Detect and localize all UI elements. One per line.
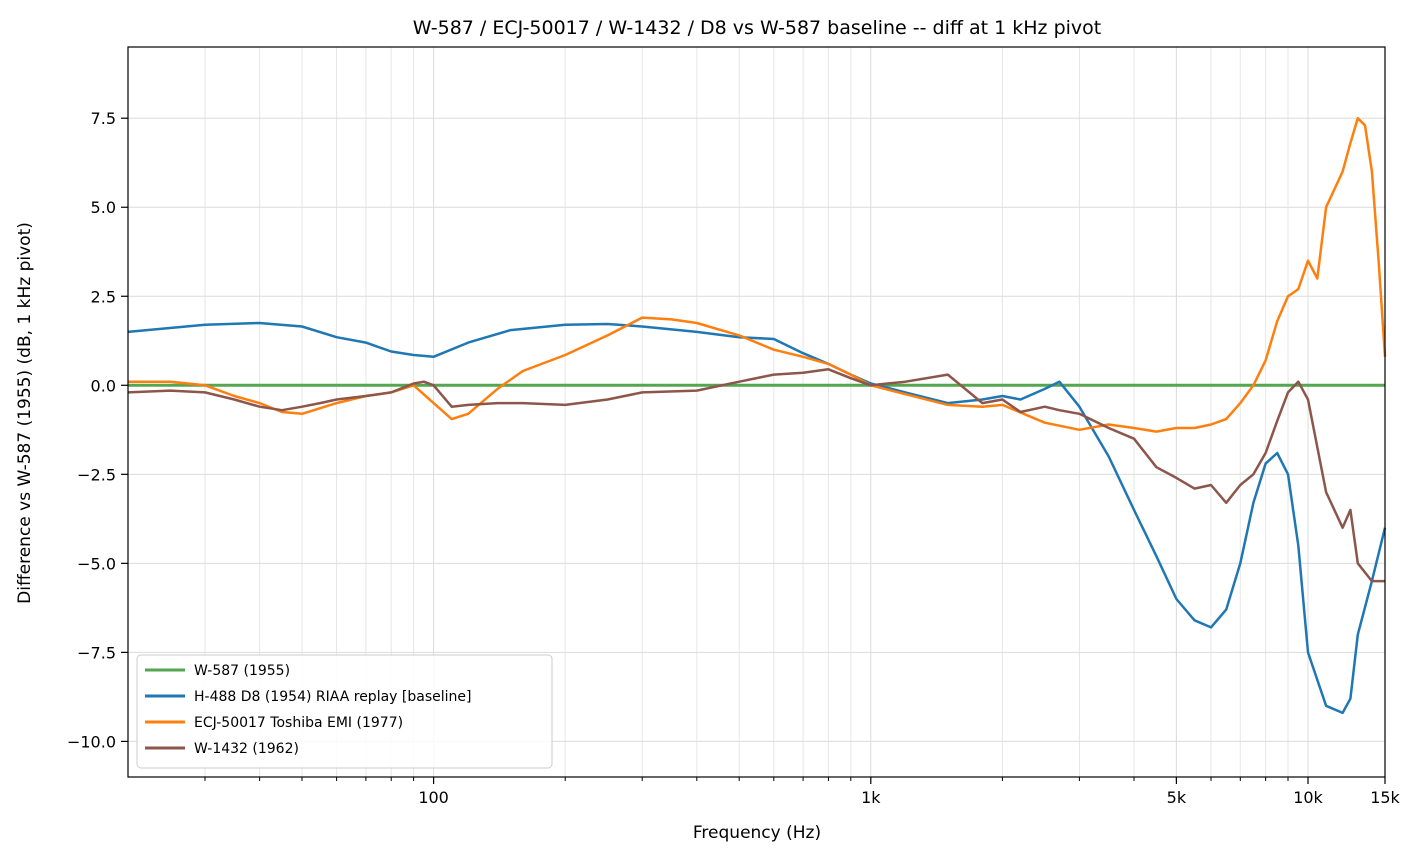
y-tick-label: −7.5 xyxy=(77,643,116,662)
y-tick-label: 2.5 xyxy=(91,287,116,306)
legend-box xyxy=(136,654,553,769)
legend-entry-2: H-488 D8 (1954) RIAA replay [baseline] xyxy=(194,689,471,705)
legend-entry-1: W-587 (1955) xyxy=(194,663,290,679)
y-axis-title: Difference vs W-587 (1955) (dB, 1 kHz pi… xyxy=(15,222,35,604)
x-tick-label: 10k xyxy=(1293,788,1323,807)
y-tick-label: 5.0 xyxy=(91,198,116,217)
y-tick-label: −5.0 xyxy=(77,554,116,573)
x-axis-title: Frequency (Hz) xyxy=(693,823,821,843)
series-line-2 xyxy=(127,321,1387,715)
x-tick-label: 15k xyxy=(1370,788,1400,807)
series-line-4 xyxy=(127,368,1385,583)
axes: 100 1k 5k 10k 15k 7.5 5.0 2.5 0.0 −2.5 −5.0 −7.5 −10… xyxy=(67,109,1401,807)
plot-frame xyxy=(127,46,1386,778)
legend-entry-3: ECJ-50017 Toshiba EMI (1977) xyxy=(194,715,403,731)
series-layer xyxy=(127,116,1387,715)
x-tick-label: 1k xyxy=(861,788,881,807)
y-tick-label: −10.0 xyxy=(67,732,116,751)
x-tick-label: 5k xyxy=(1167,788,1187,807)
chart-title: W-587 / ECJ-50017 / W-1432 / D8 vs W-587… xyxy=(413,17,1101,39)
legend-entry-4: W-1432 (1962) xyxy=(194,741,299,757)
x-tick-label: 100 xyxy=(418,788,449,807)
y-tick-label: −2.5 xyxy=(77,465,116,484)
y-tick-label: 0.0 xyxy=(91,376,116,395)
grid xyxy=(128,47,1386,777)
y-tick-label: 7.5 xyxy=(91,109,116,128)
legend: W-587 (1955) H-488 D8 (1954) RIAA replay … xyxy=(136,654,553,769)
